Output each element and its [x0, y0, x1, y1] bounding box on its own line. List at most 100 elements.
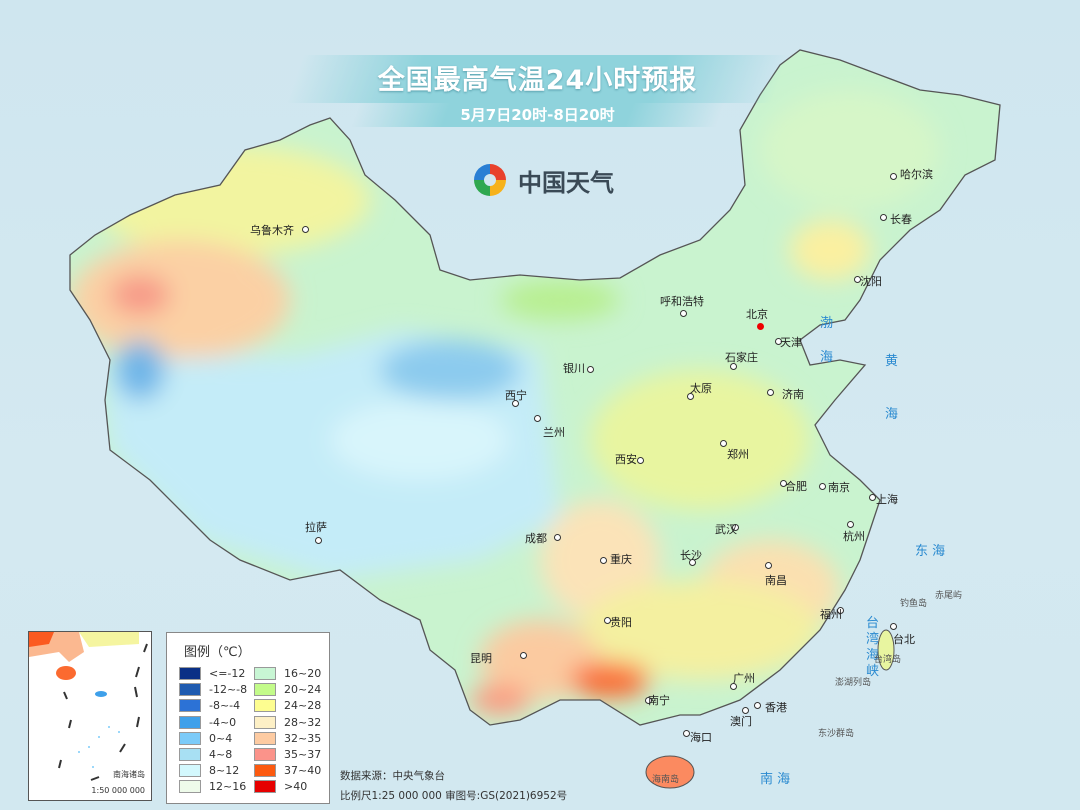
sea-label: 海 — [820, 350, 834, 365]
legend-item: 24~28 — [254, 699, 322, 713]
legend-item: 37~40 — [254, 764, 322, 778]
sea-label: 东 海 — [915, 544, 946, 559]
legend-item: -12~-8 — [179, 683, 247, 697]
legend-swatch — [179, 683, 201, 697]
city-marker — [767, 389, 774, 396]
sea-label: 海 — [866, 648, 880, 663]
legend-label: 37~40 — [284, 764, 322, 778]
legend-swatch — [179, 780, 201, 794]
inset-scale: 1:50 000 000 — [91, 786, 145, 795]
city-label: 乌鲁木齐 — [250, 224, 294, 237]
legend-label: 16~20 — [284, 667, 322, 680]
city-marker — [732, 524, 739, 531]
legend-label: 32~35 — [284, 731, 322, 745]
legend-swatch — [254, 764, 276, 778]
city-marker — [819, 483, 826, 490]
south-china-sea-inset: 南海诸岛 1:50 000 000 — [28, 631, 152, 801]
legend-swatch — [254, 731, 276, 745]
city-marker — [683, 730, 690, 737]
city-marker — [720, 440, 727, 447]
city-label: 呼和浩特 — [660, 295, 704, 308]
legend-item: 28~32 — [254, 715, 322, 729]
legend-label: 35~37 — [284, 748, 322, 761]
city-label: 拉萨 — [305, 521, 327, 534]
city-marker — [604, 617, 611, 624]
city-marker — [554, 534, 561, 541]
legend-label: 24~28 — [284, 699, 322, 713]
city-label: 长沙 — [680, 549, 702, 562]
city-marker — [730, 363, 737, 370]
legend-label: 8~12 — [209, 764, 240, 778]
swirl-logo-icon — [474, 164, 506, 196]
inset-title: 南海诸岛 — [113, 770, 145, 779]
legend-item: 35~37 — [254, 748, 321, 761]
city-marker — [780, 480, 787, 487]
city-marker — [687, 393, 694, 400]
legend-label: 28~32 — [284, 715, 322, 729]
scale-and-approval: 比例尺1:25 000 000 审图号:GS(2021)6952号 — [340, 790, 568, 802]
city-marker — [512, 400, 519, 407]
legend-swatch — [254, 667, 276, 680]
legend-item: 8~12 — [179, 764, 240, 778]
legend-item: 4~8 — [179, 748, 232, 761]
city-marker — [680, 310, 687, 317]
legend-title: 图例（℃） — [184, 645, 251, 660]
legend-label: 12~16 — [209, 780, 247, 794]
hainan-island — [645, 755, 695, 789]
map-subtitle: 5月7日20时-8日20时 — [460, 106, 615, 124]
city-marker — [645, 697, 652, 704]
legend-item: 16~20 — [254, 667, 321, 680]
city-label: 南宁 — [648, 694, 670, 707]
inset-map — [29, 632, 148, 781]
city-label: 长春 — [890, 213, 912, 226]
island-label: 赤尾屿 — [935, 591, 963, 601]
legend-swatch — [254, 780, 276, 794]
legend-label: 0~4 — [209, 731, 233, 745]
city-label: 兰州 — [543, 426, 565, 439]
sea-label: 台 — [866, 616, 880, 631]
city-label: 福州 — [820, 608, 842, 621]
city-label: 海口 — [690, 731, 712, 744]
city-marker — [689, 559, 696, 566]
city-marker — [847, 521, 854, 528]
city-label: 合肥 — [785, 480, 807, 493]
legend-swatch — [179, 748, 201, 761]
city-marker — [890, 623, 897, 630]
city-marker — [880, 214, 887, 221]
legend-label: 4~8 — [209, 748, 233, 761]
taiwan-island — [877, 629, 895, 671]
sea-label: 峡 — [866, 664, 880, 679]
legend-label: >40 — [284, 780, 308, 794]
island-label: 钓鱼岛 — [900, 599, 928, 609]
city-label: 成都 — [525, 532, 547, 545]
city-marker — [854, 276, 861, 283]
city-marker — [730, 683, 737, 690]
sea-label: 海 — [885, 407, 899, 422]
legend-item: <=-12 — [179, 667, 245, 680]
legend-item: -8~-4 — [179, 699, 241, 713]
city-label: 贵阳 — [610, 616, 632, 629]
legend-label: -8~-4 — [209, 699, 241, 713]
sea-label: 渤 — [820, 316, 834, 331]
city-label: 银川 — [563, 362, 585, 375]
city-label: 武汉 — [715, 523, 737, 536]
city-label: 沈阳 — [860, 275, 882, 288]
sea-label: 黄 — [885, 354, 899, 369]
city-label: 上海 — [876, 493, 898, 506]
legend-swatch — [254, 699, 276, 713]
city-marker — [869, 494, 876, 501]
legend-label: 20~24 — [284, 683, 322, 697]
logo-text: 中国天气 — [518, 168, 614, 197]
legend-swatch — [179, 715, 201, 729]
city-label: 北京 — [746, 308, 768, 321]
legend-item: 0~4 — [179, 731, 233, 745]
city-marker — [837, 607, 844, 614]
city-label: 石家庄 — [725, 351, 758, 364]
city-label: 广州 — [733, 672, 755, 685]
sea-label: 湾 — [866, 632, 880, 647]
legend-swatch — [179, 699, 201, 713]
map-title: 全国最高气温24小时预报 — [377, 65, 698, 96]
legend-item: -4~0 — [179, 715, 236, 729]
city-label: 杭州 — [843, 530, 865, 543]
